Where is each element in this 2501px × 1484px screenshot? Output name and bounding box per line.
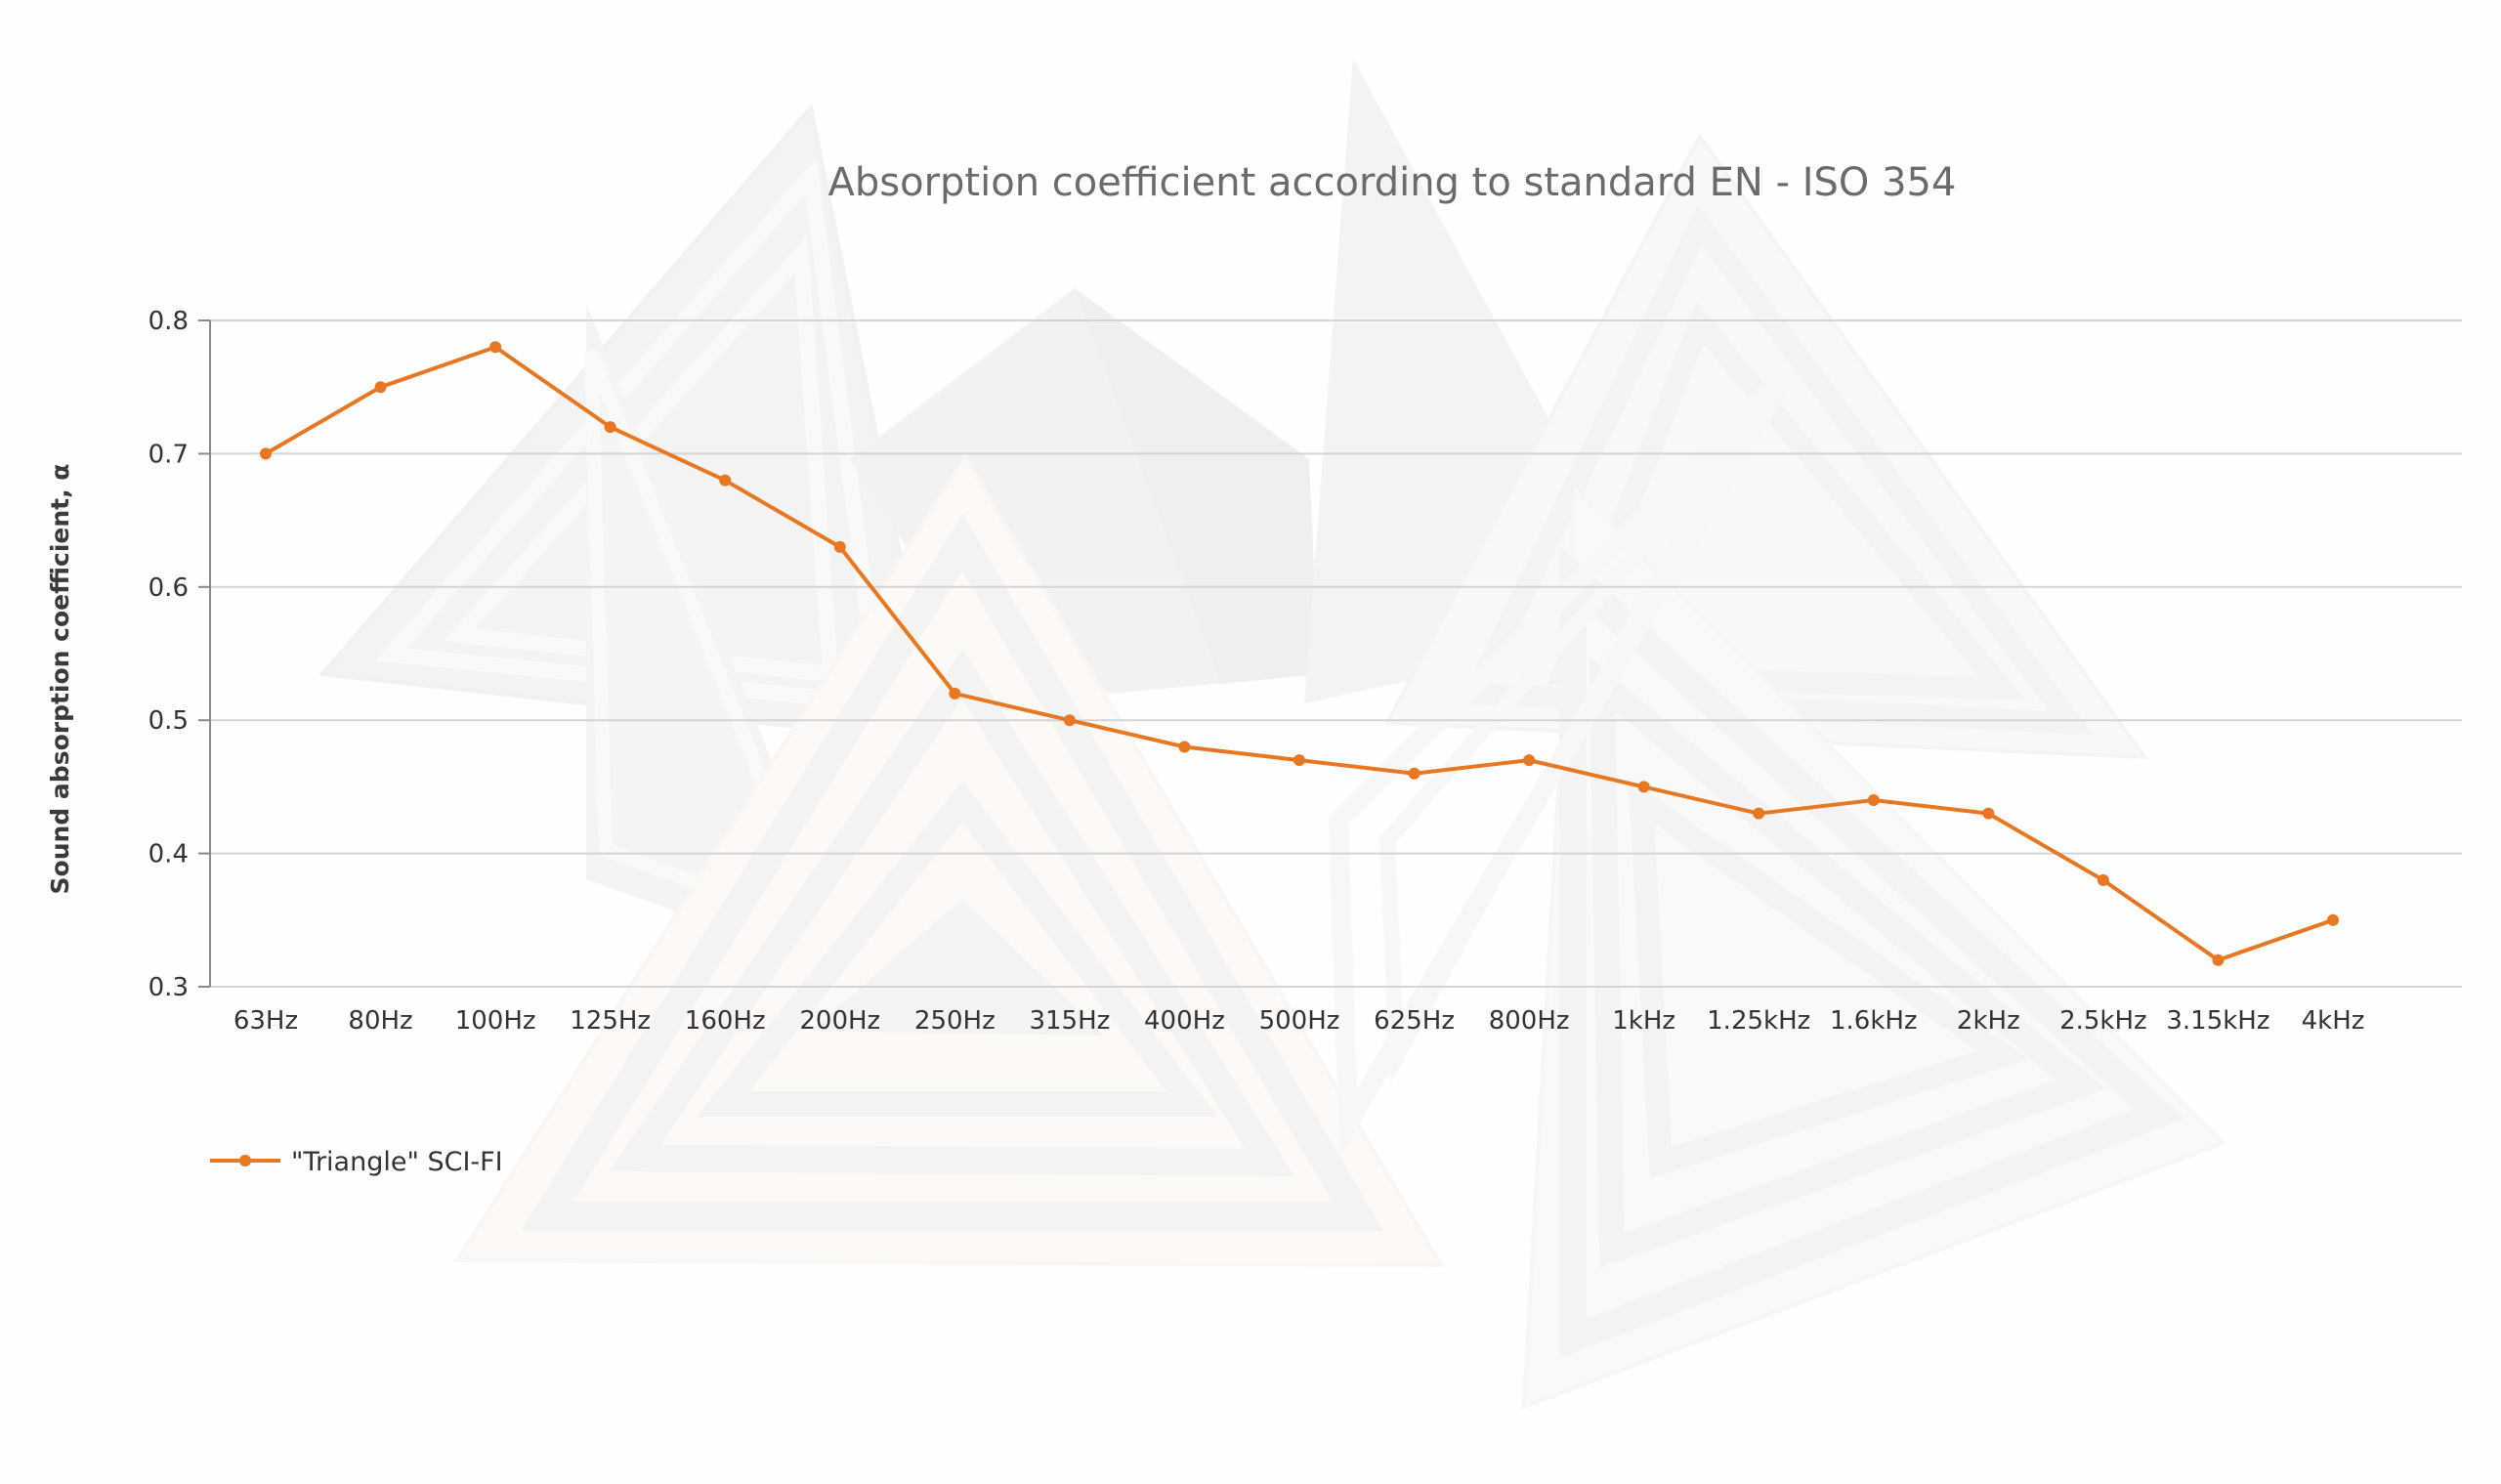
x-tick-label: 400Hz — [1144, 1006, 1225, 1036]
x-tick-label: 100Hz — [455, 1006, 536, 1036]
data-point[interactable] — [604, 421, 616, 434]
y-tick-label: 0.4 — [148, 840, 189, 869]
x-tick-label: 4kHz — [2302, 1006, 2365, 1036]
legend-marker — [239, 1155, 251, 1166]
plot-area — [260, 341, 2339, 966]
data-point[interactable] — [1063, 714, 1076, 727]
x-tick-label: 2kHz — [1957, 1006, 2020, 1036]
y-tick-label: 0.8 — [148, 307, 189, 336]
y-axis: 0.3 0.4 0.5 0.6 0.7 0.8 — [148, 307, 211, 1002]
data-point[interactable] — [374, 381, 387, 394]
data-point[interactable] — [719, 474, 732, 487]
x-tick-label: 2.5kHz — [2059, 1006, 2147, 1036]
y-axis-title: Sound absorption coefficient, α — [46, 464, 74, 895]
x-axis: 63Hz 80Hz 100Hz 125Hz 160Hz 200Hz 250Hz 315Hz 40… — [233, 1006, 2365, 1036]
x-tick-label: 3.15kHz — [2166, 1006, 2269, 1036]
data-point[interactable] — [489, 341, 502, 354]
x-tick-label: 125Hz — [570, 1006, 651, 1036]
x-tick-label: 1.6kHz — [1830, 1006, 1918, 1036]
data-point[interactable] — [1523, 754, 1536, 767]
data-point[interactable] — [949, 687, 961, 700]
x-tick-label: 315Hz — [1029, 1006, 1110, 1036]
data-point[interactable] — [833, 540, 846, 553]
y-tick-label: 0.3 — [148, 973, 189, 1002]
x-tick-label: 625Hz — [1374, 1006, 1455, 1036]
x-tick-label: 200Hz — [799, 1006, 880, 1036]
data-point[interactable] — [260, 447, 272, 460]
data-point[interactable] — [1982, 807, 1995, 820]
data-point[interactable] — [2097, 873, 2109, 886]
x-tick-label: 63Hz — [233, 1006, 298, 1036]
x-tick-label: 500Hz — [1259, 1006, 1340, 1036]
data-point[interactable] — [2212, 954, 2225, 966]
triangle-acoustic-panels-icon — [318, 59, 2226, 1410]
data-point[interactable] — [1867, 794, 1880, 807]
x-tick-label: 160Hz — [685, 1006, 766, 1036]
data-point[interactable] — [1178, 741, 1191, 753]
x-tick-label: 1kHz — [1612, 1006, 1675, 1036]
data-point[interactable] — [1408, 767, 1420, 780]
y-tick-label: 0.6 — [148, 573, 189, 603]
x-tick-label: 250Hz — [914, 1006, 996, 1036]
data-point[interactable] — [2327, 913, 2339, 926]
y-tick-label: 0.5 — [148, 706, 189, 736]
chart-title: Absorption coefficient according to stan… — [828, 160, 1957, 205]
legend-label: "Triangle" SCI-FI — [291, 1147, 503, 1177]
legend-item[interactable]: "Triangle" SCI-FI — [210, 1147, 503, 1177]
data-point[interactable] — [1293, 754, 1305, 767]
x-tick-label: 800Hz — [1489, 1006, 1570, 1036]
gridlines — [210, 319, 2462, 988]
x-tick-label: 80Hz — [348, 1006, 412, 1036]
data-point[interactable] — [1637, 781, 1650, 793]
y-tick-label: 0.7 — [148, 440, 189, 469]
legend[interactable]: "Triangle" SCI-FI — [210, 1147, 503, 1177]
x-tick-label: 1.25kHz — [1707, 1006, 1810, 1036]
data-point[interactable] — [1753, 807, 1765, 820]
